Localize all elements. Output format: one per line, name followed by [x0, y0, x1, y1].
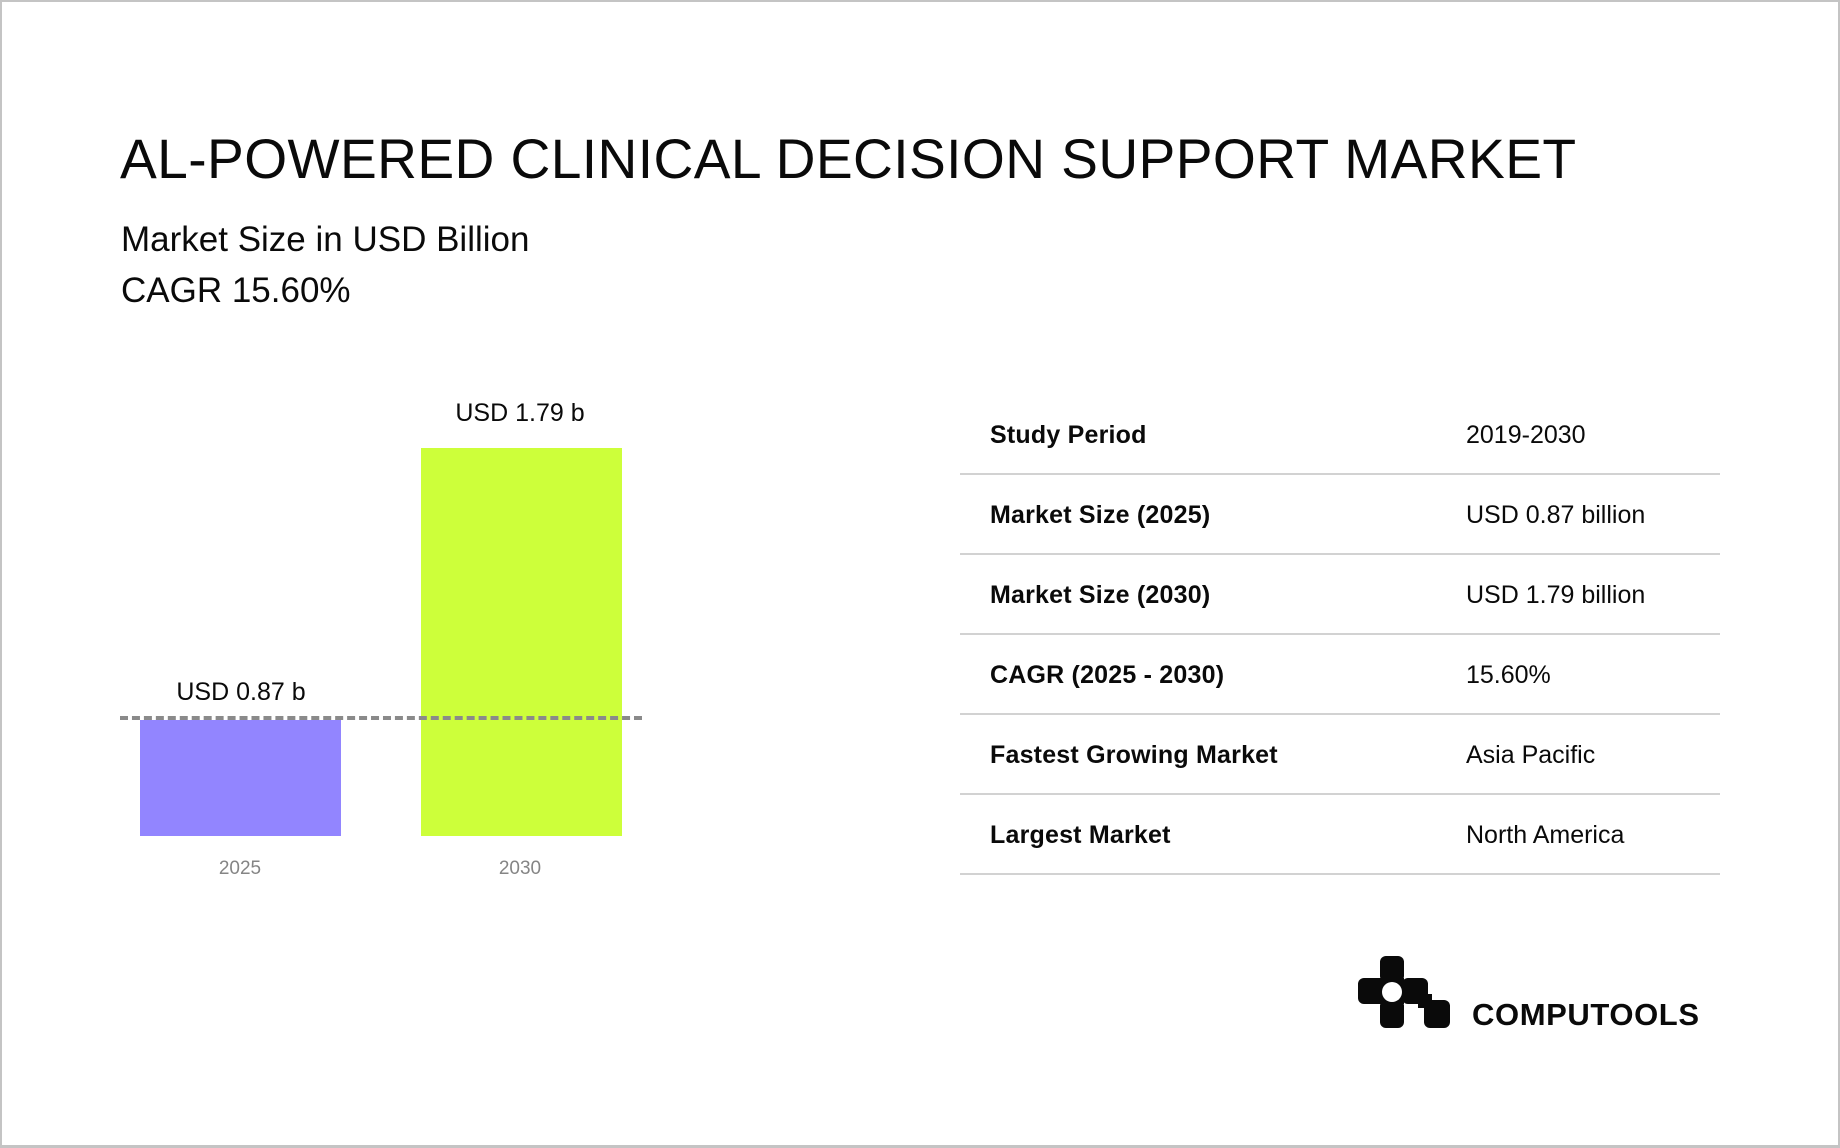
row-label: Study Period — [990, 421, 1147, 449]
row-label: Largest Market — [990, 821, 1171, 849]
table-row: Fastest Growing Market Asia Pacific — [960, 715, 1720, 795]
table-row: Study Period 2019-2030 — [960, 395, 1720, 475]
bar-chart: USD 0.87 b USD 1.79 b 2025 2030 — [0, 0, 700, 900]
row-value: USD 0.87 billion — [1466, 501, 1646, 529]
row-label: Market Size (2025) — [990, 501, 1211, 529]
bar-2030 — [421, 448, 622, 836]
x-tick-2030: 2030 — [498, 858, 542, 879]
market-summary-table: Study Period 2019-2030 Market Size (2025… — [960, 395, 1720, 875]
row-label: Market Size (2030) — [990, 581, 1211, 609]
bar-value-label-2030: USD 1.79 b — [455, 399, 585, 427]
table-row: CAGR (2025 - 2030) 15.60% — [960, 635, 1720, 715]
row-label: CAGR (2025 - 2030) — [990, 661, 1225, 689]
row-value: Asia Pacific — [1466, 741, 1596, 769]
row-label: Fastest Growing Market — [990, 741, 1278, 769]
computools-logo-icon — [1358, 956, 1450, 1028]
row-value: 15.60% — [1466, 661, 1551, 689]
chart-subtitle: Market Size in USD Billion — [121, 220, 530, 259]
row-value: 2019-2030 — [1466, 421, 1586, 449]
bar-2025 — [140, 720, 341, 836]
table-row: Largest Market North America — [960, 795, 1720, 875]
brand-name: COMPUTOOLS — [1472, 997, 1700, 1032]
page-title: AL-POWERED CLINICAL DECISION SUPPORT MAR… — [120, 127, 1577, 190]
x-tick-2025: 2025 — [218, 858, 262, 879]
row-value: North America — [1466, 821, 1625, 849]
table-row: Market Size (2030) USD 1.79 billion — [960, 555, 1720, 635]
table-row: Market Size (2025) USD 0.87 billion — [960, 475, 1720, 555]
bar-value-label-2025: USD 0.87 b — [176, 678, 306, 706]
reference-dashed-line — [120, 716, 642, 720]
row-value: USD 1.79 billion — [1466, 581, 1646, 609]
cagr-subtitle: CAGR 15.60% — [121, 271, 351, 310]
